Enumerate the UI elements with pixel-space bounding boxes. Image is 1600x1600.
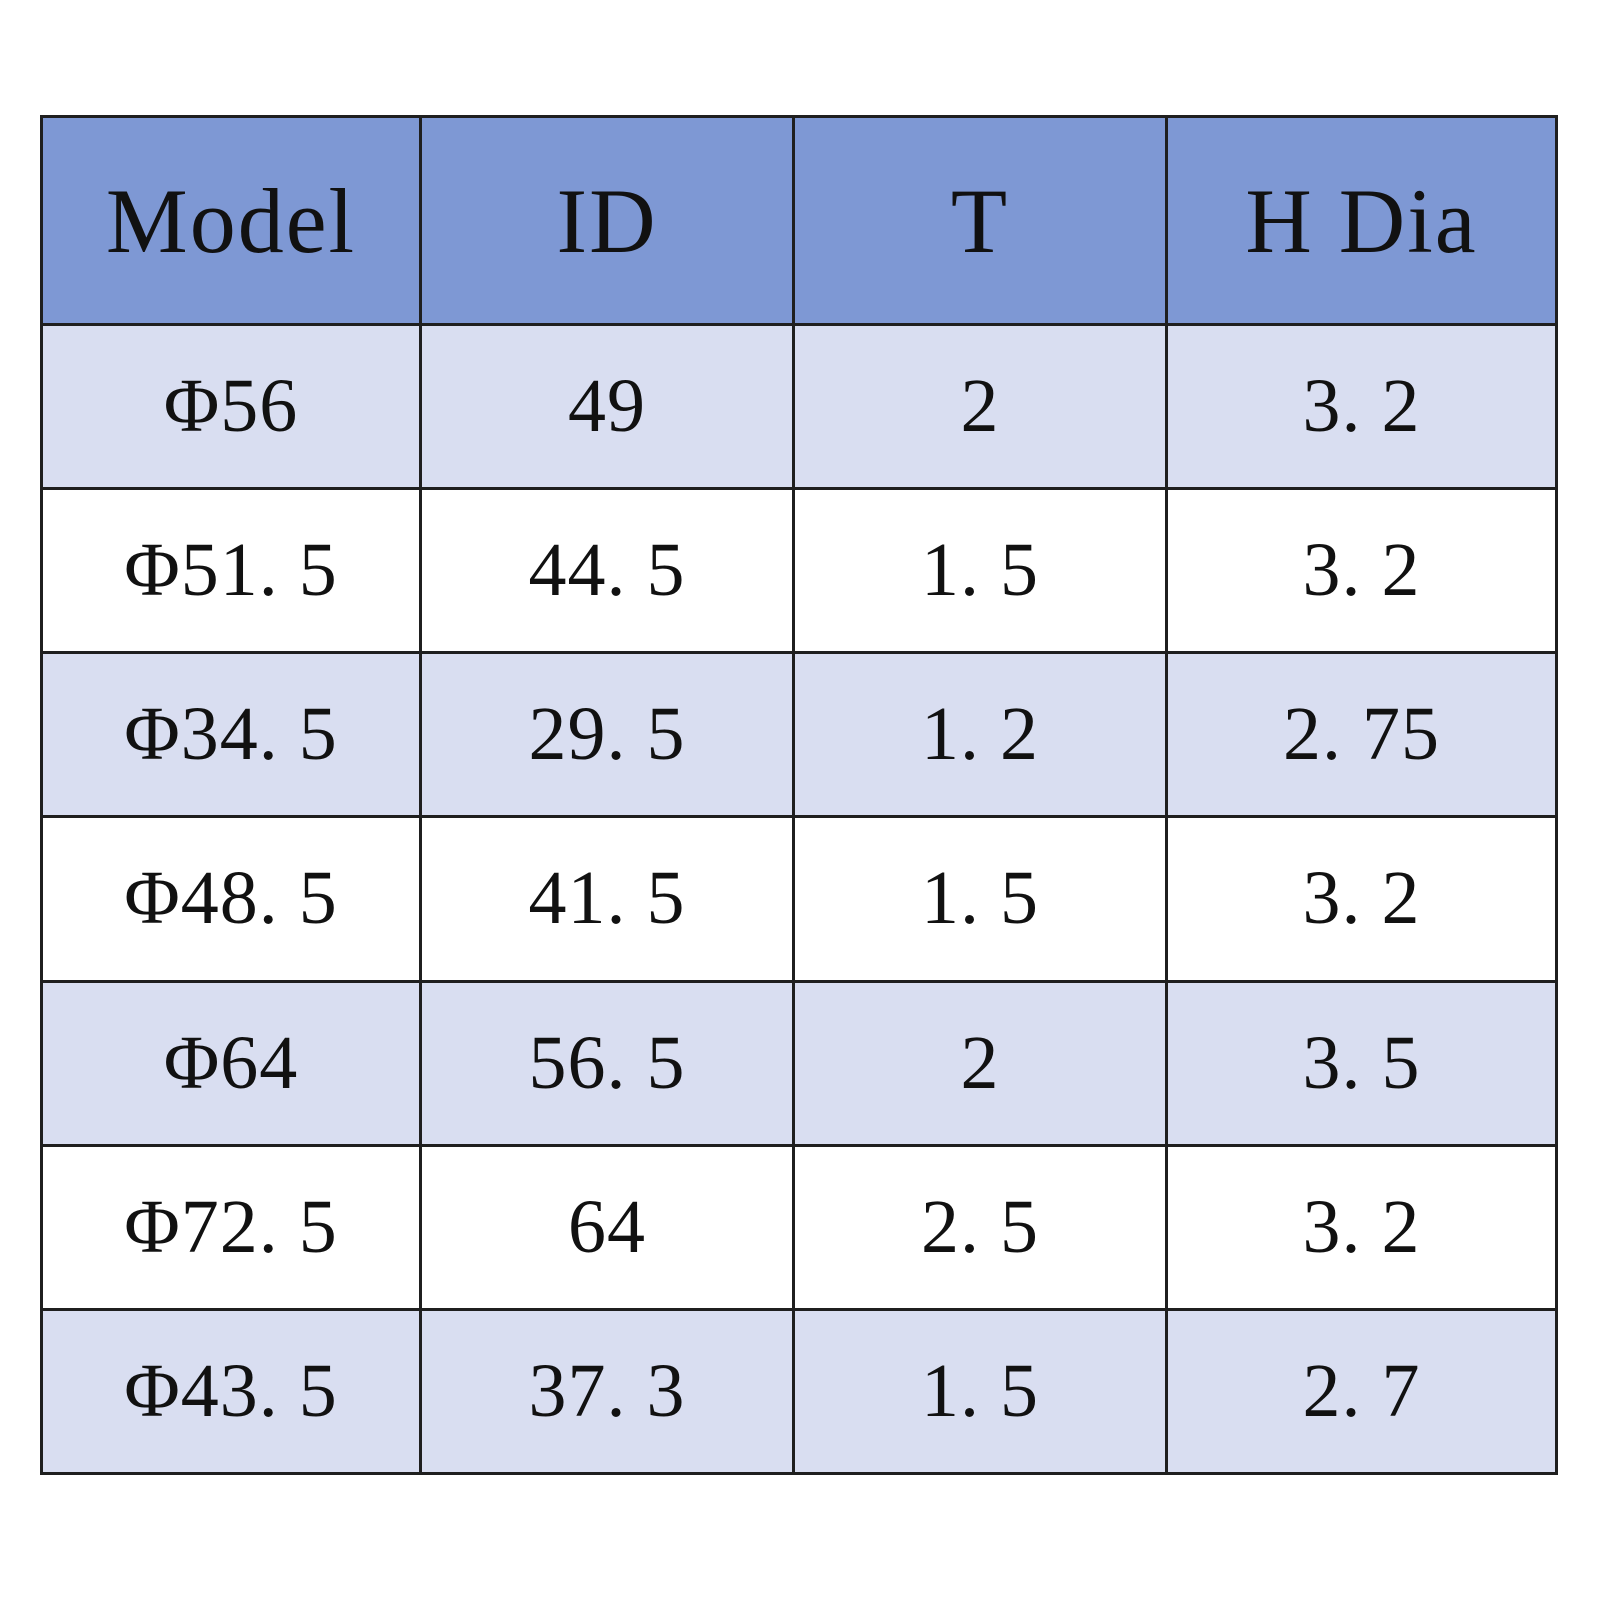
cell-t: 2 xyxy=(792,322,1168,491)
column-header-h-dia: H Dia xyxy=(1165,115,1558,326)
cell-h-dia: 3. 5 xyxy=(1165,979,1558,1147)
column-header-model: Model xyxy=(40,115,422,326)
cell-t: 2 xyxy=(792,979,1168,1147)
cell-id: 49 xyxy=(419,322,795,491)
cell-id: 44. 5 xyxy=(419,487,795,655)
table-header: Model ID T H Dia xyxy=(40,115,1558,326)
cell-h-dia: 3. 2 xyxy=(1165,815,1558,983)
table-body: Φ56 49 2 3. 2 Φ51. 5 44. 5 1. 5 3. 2 Φ34… xyxy=(40,322,1558,1476)
table-row: Φ64 56. 5 2 3. 5 xyxy=(40,979,1558,1147)
cell-id: 56. 5 xyxy=(419,979,795,1147)
cell-t: 1. 5 xyxy=(792,1307,1168,1476)
cell-t: 1. 5 xyxy=(792,815,1168,983)
cell-model: Φ64 xyxy=(40,979,422,1147)
cell-model: Φ48. 5 xyxy=(40,815,422,983)
cell-h-dia: 3. 2 xyxy=(1165,487,1558,655)
cell-model: Φ43. 5 xyxy=(40,1307,422,1476)
cell-h-dia: 2. 7 xyxy=(1165,1307,1558,1476)
cell-model: Φ51. 5 xyxy=(40,487,422,655)
cell-h-dia: 2. 75 xyxy=(1165,651,1558,819)
column-header-t: T xyxy=(792,115,1168,326)
spec-table: Model ID T H Dia Φ56 49 2 3. 2 Φ51. 5 44… xyxy=(40,115,1558,1476)
table-row: Φ34. 5 29. 5 1. 2 2. 75 xyxy=(40,651,1558,819)
cell-model: Φ56 xyxy=(40,322,422,491)
cell-h-dia: 3. 2 xyxy=(1165,322,1558,491)
column-header-id: ID xyxy=(419,115,795,326)
cell-id: 64 xyxy=(419,1143,795,1311)
cell-id: 29. 5 xyxy=(419,651,795,819)
table-row: Φ72. 5 64 2. 5 3. 2 xyxy=(40,1143,1558,1311)
cell-t: 2. 5 xyxy=(792,1143,1168,1311)
cell-t: 1. 5 xyxy=(792,487,1168,655)
header-row: Model ID T H Dia xyxy=(40,115,1558,326)
cell-t: 1. 2 xyxy=(792,651,1168,819)
table-row: Φ56 49 2 3. 2 xyxy=(40,322,1558,491)
table-row: Φ48. 5 41. 5 1. 5 3. 2 xyxy=(40,815,1558,983)
cell-model: Φ72. 5 xyxy=(40,1143,422,1311)
cell-id: 37. 3 xyxy=(419,1307,795,1476)
cell-h-dia: 3. 2 xyxy=(1165,1143,1558,1311)
cell-id: 41. 5 xyxy=(419,815,795,983)
table-row: Φ43. 5 37. 3 1. 5 2. 7 xyxy=(40,1307,1558,1476)
table-row: Φ51. 5 44. 5 1. 5 3. 2 xyxy=(40,487,1558,655)
cell-model: Φ34. 5 xyxy=(40,651,422,819)
